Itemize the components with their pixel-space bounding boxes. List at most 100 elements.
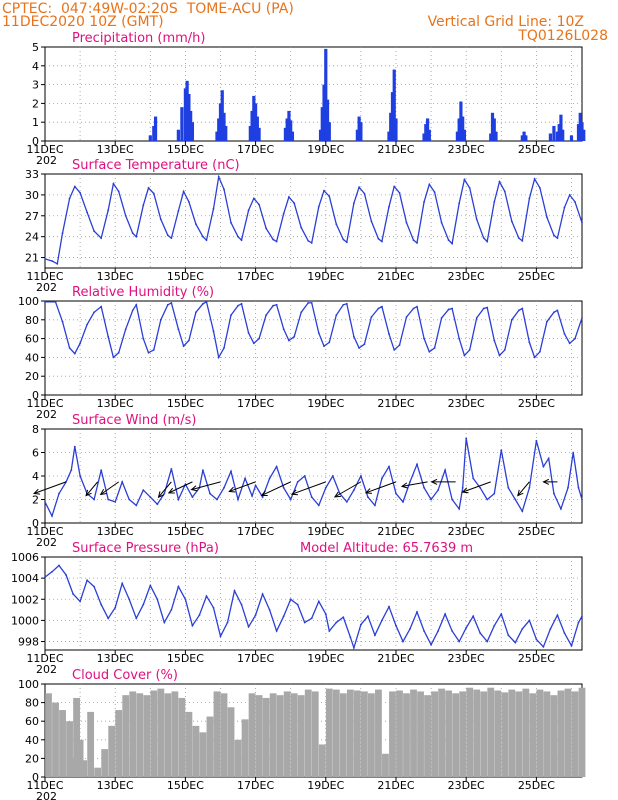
temp-point	[463, 178, 466, 181]
cloud-bar	[157, 688, 165, 777]
product-code: TQ0126L028	[518, 28, 608, 44]
pressure-point	[335, 621, 338, 624]
cloud-bar	[410, 689, 417, 777]
temp-point	[377, 237, 380, 240]
cloud-bar	[94, 767, 102, 777]
humidity-point	[237, 304, 239, 307]
pressure-point	[437, 630, 439, 632]
temp-point	[388, 205, 390, 208]
cloud-bar	[473, 689, 481, 777]
cloud-bar	[290, 693, 298, 777]
temp-point	[202, 235, 204, 238]
temp-xtick-label: 23DEC	[448, 270, 485, 283]
temp-point	[345, 241, 348, 244]
precip-xtick-label: 25DEC	[518, 143, 555, 156]
temp-point	[56, 262, 59, 265]
wind-arrow	[168, 481, 193, 494]
pressure-point	[212, 606, 215, 609]
wind-point	[100, 469, 103, 472]
wind-arrow-head	[33, 488, 41, 495]
pressure-point	[296, 603, 299, 606]
wind-point	[461, 486, 464, 489]
cloud-bar	[480, 691, 488, 777]
wind-ytick-label: 4	[32, 470, 39, 483]
humidity-point	[393, 348, 396, 351]
temp-point	[135, 235, 138, 238]
wind-arrow-head	[99, 489, 107, 496]
temp-point	[328, 195, 331, 198]
precip-ytick-label: 5	[32, 41, 39, 54]
pressure-ytick-label: 1004	[11, 572, 39, 585]
cloud-bar	[269, 693, 277, 777]
pressure-point	[388, 605, 390, 608]
pressure-xtick-label: 13DEC	[97, 652, 134, 665]
humidity-point	[166, 303, 169, 306]
wind-point	[317, 504, 320, 507]
cloud-bar	[297, 695, 305, 777]
cloud-bar	[508, 689, 516, 777]
pressure-point	[142, 603, 145, 606]
temp-ytick-label: 30	[25, 189, 39, 202]
humidity-point	[61, 320, 64, 323]
humidity-point	[177, 328, 180, 331]
wind-point	[209, 492, 211, 495]
cloud-bar	[522, 688, 530, 777]
cloud-bar	[52, 702, 59, 777]
pressure-point	[121, 582, 124, 585]
humidity-xtick-label: 11DEC	[26, 397, 63, 410]
humidity-xtick-label: 19DEC	[307, 397, 344, 410]
temp-point	[188, 200, 190, 203]
humidity-point	[293, 335, 296, 338]
temp-point	[288, 196, 290, 198]
wind-point	[135, 504, 138, 507]
cloud-bar	[150, 690, 158, 777]
wind-point	[572, 451, 575, 454]
cloud-bar	[76, 739, 84, 777]
precip-bar	[489, 133, 493, 141]
wind-point	[261, 496, 264, 499]
wind-point	[254, 484, 257, 487]
temp-point	[574, 200, 576, 203]
wind-point	[560, 508, 562, 510]
cloud-ytick-label: 80	[25, 697, 39, 710]
pressure-point	[107, 617, 110, 620]
cloud-bar	[578, 687, 586, 777]
cloud-xtick-label: 23DEC	[448, 779, 485, 792]
precip-bar	[153, 116, 158, 141]
wind-point	[535, 439, 538, 442]
humidity-point	[468, 348, 471, 351]
cloud-bar	[206, 716, 214, 777]
wind-point	[121, 480, 124, 483]
humidity-point	[310, 301, 313, 304]
temp-point	[142, 204, 145, 207]
wind-point	[437, 489, 439, 491]
humidity-ytick-label: 0	[32, 389, 39, 402]
wind-point	[486, 498, 489, 501]
humidity-point	[265, 314, 268, 316]
pressure-xtick-label: 25DEC	[518, 652, 555, 665]
temp-point	[300, 226, 303, 229]
precip-bar	[522, 131, 526, 141]
cloud-bar	[136, 693, 144, 777]
wind-point	[170, 468, 173, 470]
humidity-point	[521, 307, 524, 310]
cloud-bar	[346, 689, 354, 777]
precip-bar	[578, 112, 582, 141]
temp-point	[68, 197, 71, 200]
humidity-point	[510, 318, 513, 321]
wind-xtick-label: 19DEC	[307, 525, 344, 538]
wind-point	[367, 496, 369, 499]
humidity-point	[188, 339, 190, 342]
pressure-point	[240, 603, 243, 606]
temp-point	[423, 200, 425, 203]
pressure-point	[577, 621, 580, 624]
wind-xtick-label: 23DEC	[448, 525, 485, 538]
precip-bar	[459, 101, 463, 141]
wind-xtick-label: 15DEC	[167, 525, 204, 538]
pressure-point	[226, 621, 229, 624]
wind-point	[581, 498, 583, 501]
pressure-point	[44, 576, 46, 578]
cloud-xtick-label: 19DEC	[307, 779, 344, 792]
temp-point	[258, 203, 260, 206]
temp-xtick-label: 11DEC	[26, 270, 63, 283]
